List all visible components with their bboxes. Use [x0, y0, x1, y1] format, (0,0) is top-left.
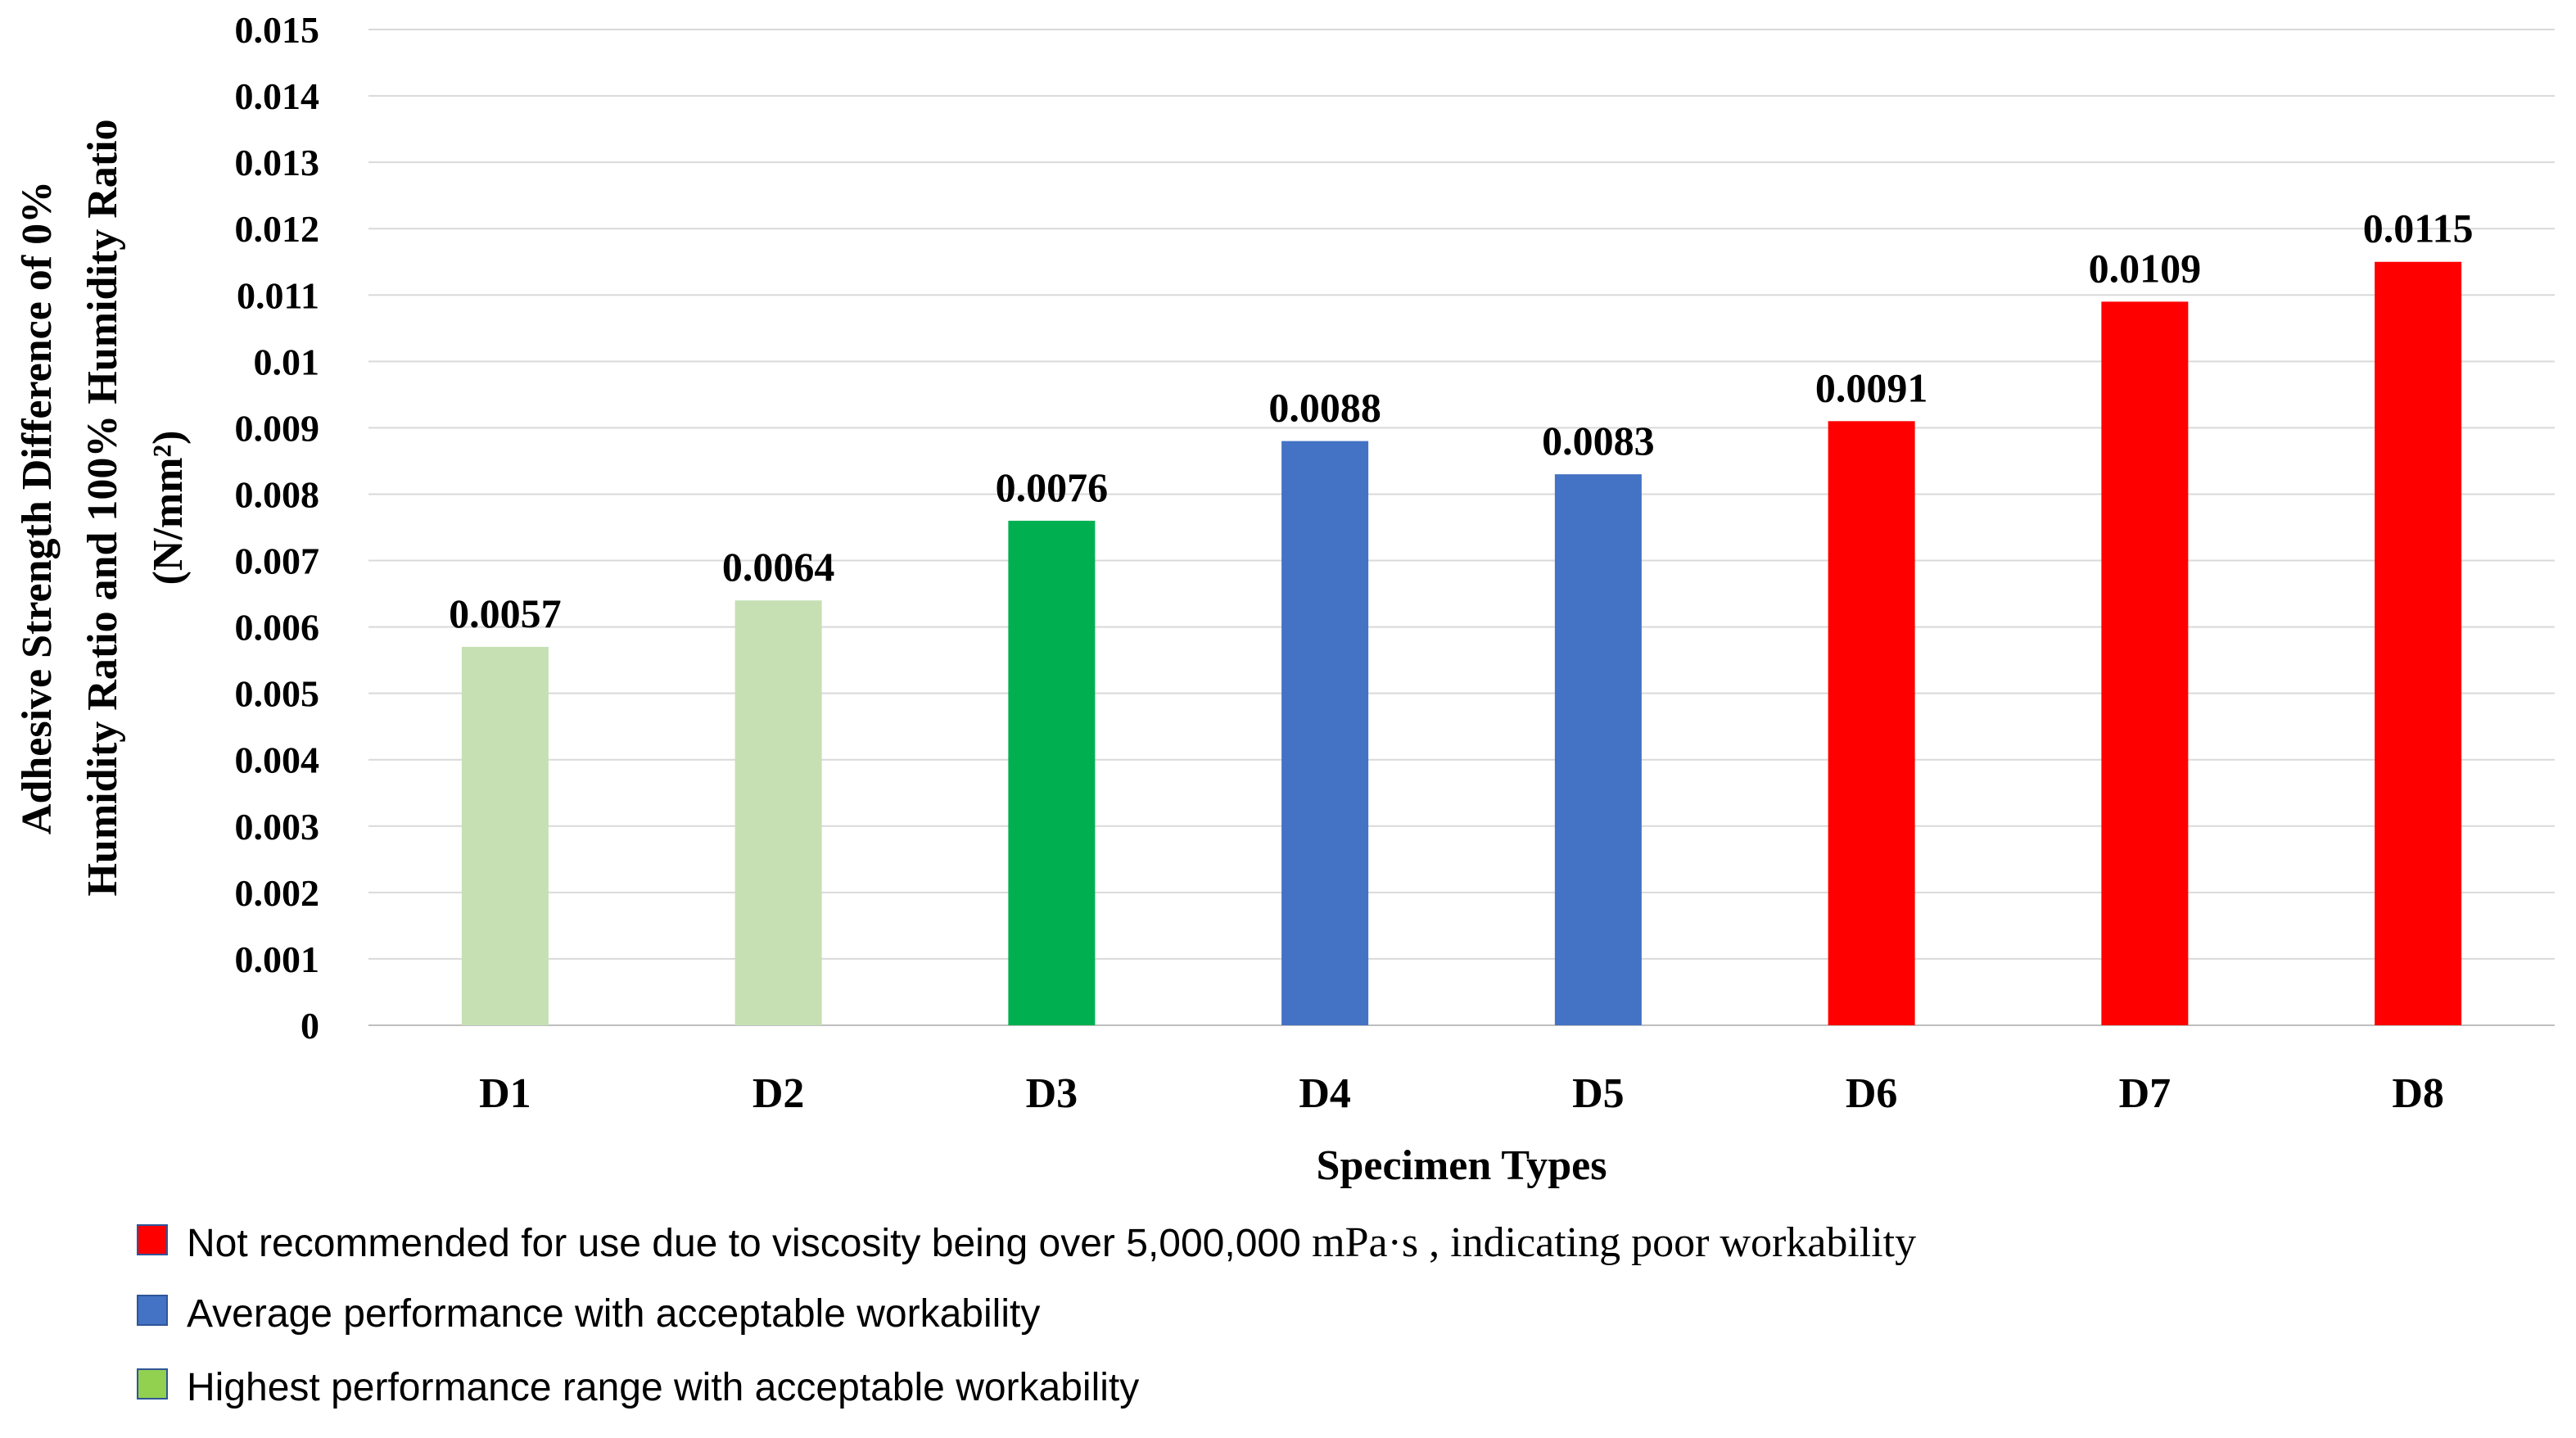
- y-axis-title: Adhesive Strength Difference of 0% Humidi…: [14, 119, 192, 896]
- legend: Not recommended for use due to viscosity…: [137, 1219, 1916, 1409]
- y-tick-label: 0: [301, 1005, 319, 1047]
- data-label-d6: 0.0091: [1815, 364, 1928, 410]
- y-tick-label: 0.012: [235, 208, 320, 250]
- y-axis-title-line: (N/mm²): [145, 431, 192, 586]
- y-axis-ticks: 0 0.001 0.002 0.003 0.004 0.005 0.006 0.007 0.00…: [235, 9, 320, 1047]
- legend-swatch: [137, 1224, 168, 1255]
- bar-d1: [461, 646, 549, 1025]
- bar-d8: [2375, 261, 2462, 1025]
- gridlines: [368, 29, 2555, 1026]
- y-tick-label: 0.011: [237, 274, 319, 316]
- legend-entry-text: Highest performance range with acceptabl…: [187, 1366, 1139, 1409]
- y-axis-title-line: Adhesive Strength Difference of 0%: [14, 181, 61, 834]
- bars: [461, 261, 2462, 1026]
- y-tick-label: 0.004: [235, 739, 320, 781]
- x-tick-label-d3: D3: [1026, 1070, 1078, 1117]
- y-tick-label: 0.015: [235, 9, 320, 51]
- data-label-d3: 0.0076: [996, 464, 1109, 510]
- bar-d6: [1828, 421, 1915, 1025]
- x-axis-ticks: D1 D2 D3 D4 D5 D6 D7 D8: [479, 1070, 2444, 1117]
- y-tick-label: 0.005: [235, 673, 320, 715]
- x-tick-label-d2: D2: [752, 1070, 805, 1117]
- y-tick-label: 0.002: [235, 872, 320, 914]
- y-tick-label: 0.009: [235, 407, 320, 449]
- legend-swatch: [137, 1368, 168, 1400]
- data-label-d1: 0.0057: [449, 590, 562, 636]
- legend-entry-text: Not recommended for use due to viscosity…: [187, 1219, 1916, 1266]
- y-tick-label: 0.01: [254, 341, 320, 382]
- data-label-d4: 0.0088: [1268, 385, 1381, 431]
- x-tick-label-d8: D8: [2392, 1070, 2444, 1117]
- bar-d7: [2101, 301, 2189, 1026]
- y-tick-label: 0.001: [235, 938, 320, 980]
- x-tick-label-d7: D7: [2119, 1070, 2172, 1117]
- bar-d4: [1281, 441, 1369, 1025]
- x-tick-label-d1: D1: [479, 1070, 531, 1117]
- y-axis-title-line: Humidity Ratio and 100% Humidity Ratio: [79, 119, 126, 896]
- bar-d3: [1008, 520, 1096, 1025]
- legend-entry-text: Average performance with acceptable work…: [187, 1292, 1040, 1336]
- x-tick-label-d6: D6: [1846, 1070, 1898, 1117]
- bar-d5: [1554, 474, 1642, 1025]
- data-label-d2: 0.0064: [722, 544, 835, 590]
- x-axis-title: Specimen Types: [1317, 1142, 1607, 1189]
- data-label-d7: 0.0109: [2089, 245, 2202, 291]
- y-tick-label: 0.003: [235, 806, 320, 848]
- y-tick-label: 0.008: [235, 473, 320, 515]
- data-labels: 0.0057 0.0064 0.0076 0.0088 0.0083 0.0091 0.01…: [449, 206, 2473, 636]
- legend-swatch: [137, 1295, 168, 1326]
- y-tick-label: 0.014: [235, 75, 320, 117]
- legend-entry-unit: mPa·s , indicating poor workability: [1312, 1219, 1916, 1266]
- data-label-d8: 0.0115: [2363, 206, 2474, 251]
- y-tick-label: 0.007: [235, 540, 320, 582]
- bar-d2: [734, 600, 822, 1025]
- y-tick-label: 0.013: [235, 142, 320, 183]
- data-label-d5: 0.0083: [1542, 418, 1655, 464]
- y-tick-label: 0.006: [235, 607, 320, 649]
- x-tick-label-d5: D5: [1572, 1070, 1625, 1117]
- x-tick-label-d4: D4: [1299, 1070, 1351, 1117]
